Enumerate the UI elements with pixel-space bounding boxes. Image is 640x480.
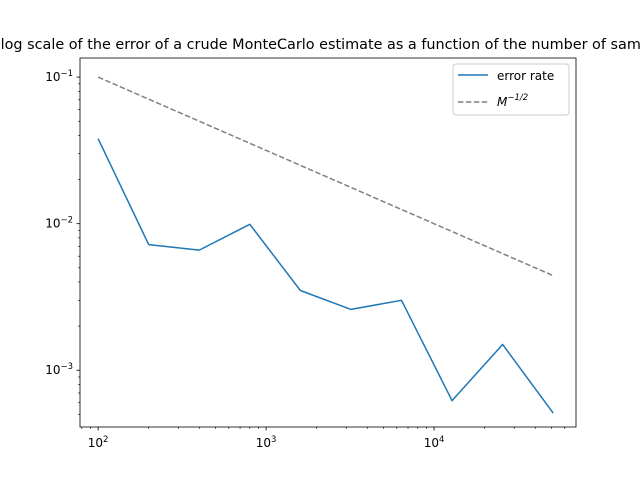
series-0-point xyxy=(401,300,402,301)
series-1-point xyxy=(502,253,503,254)
series-0-point xyxy=(502,344,503,345)
series-1-point xyxy=(98,77,99,78)
y-tick-label: 10−3 xyxy=(45,362,73,377)
plot-frame xyxy=(79,57,577,428)
series-layer xyxy=(97,76,554,414)
legend-label-m-power: M−1/2 xyxy=(497,93,528,109)
chart-title: Log-log scale of the error of a crude Mo… xyxy=(0,37,640,53)
legend: error rate M−1/2 xyxy=(452,63,570,116)
series-1-point xyxy=(401,209,402,210)
x-tick-label: 103 xyxy=(256,435,277,450)
series-1-point xyxy=(300,165,301,166)
series-1-point xyxy=(148,99,149,100)
series-0-point xyxy=(300,290,301,291)
y-tick-label: 10−2 xyxy=(45,216,73,231)
series-line-1 xyxy=(97,76,554,277)
series-0-point xyxy=(350,309,351,310)
x-tick-label: 102 xyxy=(88,435,109,450)
series-0-point xyxy=(451,400,452,401)
series-1-point xyxy=(249,143,250,144)
series-1-point xyxy=(451,231,452,232)
series-0-point xyxy=(98,138,99,139)
legend-label-m-base: M xyxy=(497,95,508,109)
legend-label-error-rate: error rate xyxy=(497,69,554,83)
series-1-point xyxy=(199,121,200,122)
series-0-point xyxy=(553,413,554,414)
x-tick-label: 104 xyxy=(424,435,445,450)
legend-label-m-exponent: −1/2 xyxy=(507,93,528,103)
series-1-point xyxy=(553,275,554,276)
series-1-point xyxy=(350,187,351,188)
y-tick-label: 10−1 xyxy=(45,69,73,84)
series-line-0 xyxy=(97,138,554,414)
series-0-point xyxy=(148,244,149,245)
series-0-point xyxy=(199,250,200,251)
ticks-layer: 102 103 104 10−3 10−2 10−1 xyxy=(45,69,566,450)
series-0-point xyxy=(249,224,250,225)
